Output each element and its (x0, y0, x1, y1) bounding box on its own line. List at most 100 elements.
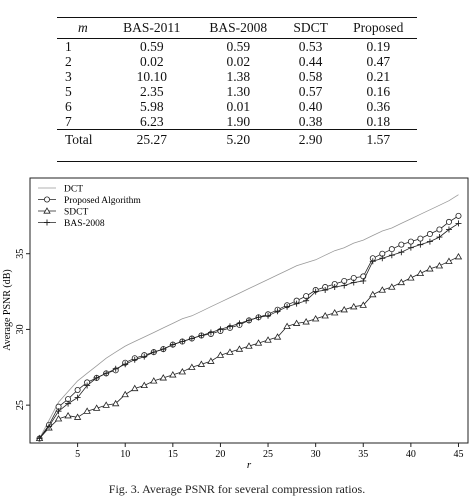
table-cell: 0.21 (366, 69, 391, 84)
circle-marker (426, 231, 433, 238)
series-dct (39, 194, 459, 439)
triangle-marker (73, 413, 82, 420)
table-cell: 0.47 (366, 54, 391, 69)
plus-marker (198, 332, 205, 339)
circle-marker (407, 238, 414, 245)
triangle-marker (378, 286, 386, 293)
table-cell: 2.90 (298, 132, 323, 147)
table-row: 5 2.35 1.30 0.57 0.16 (57, 84, 417, 99)
circle-marker (445, 218, 452, 225)
x-tick-label: 5 (75, 449, 80, 460)
table-cell: 10.10 (136, 69, 167, 84)
legend-label: Proposed Algorithm (64, 196, 141, 206)
y-tick-label: 35 (15, 249, 26, 259)
plus-marker (398, 249, 405, 256)
x-tick-label: 45 (453, 449, 463, 460)
circle-marker (44, 196, 51, 203)
table-total-row: Total 25.27 5.20 2.90 1.57 (57, 129, 417, 148)
triangle-marker (273, 333, 282, 340)
table-bottom-rule (57, 161, 417, 162)
triangle-marker (54, 414, 63, 422)
table-cell: 0.01 (226, 99, 251, 114)
table-cell: 5 (65, 84, 72, 99)
triangle-marker (178, 368, 187, 375)
plus-marker (131, 356, 138, 363)
table-cell: 1.38 (226, 69, 251, 84)
header-bas-2011: BAS-2011 (123, 20, 181, 35)
table-cell: 6.23 (139, 114, 164, 129)
series-line-proposed-algorithm (39, 215, 459, 439)
plus-marker (426, 238, 433, 245)
plus-marker (417, 241, 424, 248)
figure-caption: Fig. 3. Average PSNR for several compres… (108, 482, 366, 496)
circle-marker (417, 235, 424, 242)
table-cell: 25.27 (136, 132, 167, 147)
triangle-marker (140, 381, 148, 389)
triangle-marker (340, 305, 348, 313)
table-cell: 0.44 (298, 54, 323, 69)
plus-marker (274, 308, 281, 315)
plus-marker (455, 220, 462, 227)
table-cell: 7 (65, 114, 72, 129)
plus-marker (36, 435, 43, 442)
x-axis-label: r (247, 459, 252, 470)
triangle-marker (197, 360, 206, 367)
triangle-marker (350, 302, 358, 310)
triangle-marker (264, 336, 272, 343)
x-tick-label: 35 (358, 449, 368, 460)
plus-marker (388, 252, 395, 259)
plus-marker (303, 297, 310, 304)
circle-marker (74, 386, 81, 393)
plus-marker (360, 277, 367, 284)
triangle-marker (245, 342, 253, 349)
triangle-marker (331, 308, 339, 316)
table-header-row: m BAS-2011 BAS-2008 SDCT Proposed (57, 19, 417, 39)
plus-marker (179, 338, 186, 345)
plus-marker (369, 258, 376, 265)
circle-marker (398, 241, 405, 248)
table-cell: 0.02 (139, 54, 164, 69)
header-bas-2008: BAS-2008 (209, 20, 268, 35)
table-cell: 1 (65, 39, 72, 54)
plot-frame (29, 177, 469, 444)
plus-marker (112, 365, 119, 372)
header-m: m (77, 20, 88, 35)
table-cell: 5.20 (226, 132, 251, 147)
table-cell: 0.58 (298, 69, 323, 84)
series-line-dct (39, 194, 459, 439)
triangle-marker (311, 315, 320, 322)
triangle-marker (283, 322, 291, 330)
x-tick-label: 30 (311, 449, 321, 460)
table-cell: 0.16 (366, 84, 391, 99)
triangle-marker (64, 411, 72, 419)
plus-marker (103, 370, 110, 377)
triangle-marker (188, 363, 196, 370)
triangle-marker (454, 252, 463, 260)
triangle-marker (131, 384, 139, 392)
table-cell: 1.90 (226, 114, 251, 129)
triangle-marker (169, 371, 177, 378)
plus-marker (169, 341, 176, 348)
table-cell: 0.38 (298, 114, 323, 129)
x-tick-label: 20 (215, 449, 225, 460)
results-table: m BAS-2011 BAS-2008 SDCT Proposed 1 0.59… (57, 19, 417, 147)
triangle-marker (216, 351, 225, 358)
triangle-marker (43, 207, 51, 214)
table-row: 7 6.23 1.90 0.38 0.18 (57, 114, 417, 130)
triangle-marker (292, 319, 301, 326)
plus-marker (293, 300, 300, 307)
legend-label: BAS-2008 (64, 219, 105, 229)
circle-marker (436, 226, 443, 233)
triangle-marker (102, 401, 110, 408)
plus-marker (436, 234, 443, 241)
plus-marker (93, 374, 100, 381)
plus-marker (160, 346, 167, 353)
table-cell: 0.59 (226, 39, 251, 54)
triangle-marker (302, 318, 310, 325)
y-tick-label: 25 (15, 400, 26, 410)
triangle-marker (426, 265, 434, 272)
triangle-marker (321, 311, 329, 319)
table-row: 6 5.98 0.01 0.40 0.36 (57, 99, 417, 114)
table-caption (0, 0, 474, 14)
plus-marker (55, 408, 62, 415)
